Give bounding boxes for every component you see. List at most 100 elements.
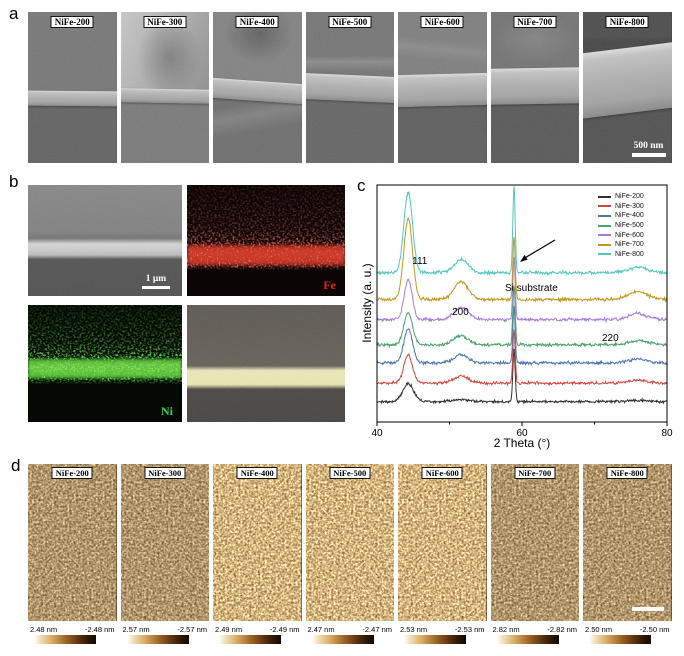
legend-item-nife-400: NiFe-400 (598, 211, 644, 221)
legend-label: NiFe-400 (615, 212, 644, 220)
afm-column-nife-200: NiFe-200 2.48 nm -2.48 nm (28, 464, 117, 644)
peak-label-220: 220 (602, 333, 619, 344)
xrd-curve-nife-200 (377, 348, 667, 405)
sample-label: NiFe-300 (144, 467, 186, 479)
height-scale-values: 2.57 nm -2.57 nm (121, 625, 210, 634)
height-scale-max: 2.48 nm (30, 625, 58, 634)
eds-overlay-image (187, 305, 345, 422)
height-scale-values: 2.47 nm -2.47 nm (306, 625, 395, 634)
sem-image-nife-700: NiFe-700 (490, 12, 579, 163)
legend-label: NiFe-700 (615, 241, 644, 249)
xrd-curve-nife-400 (377, 305, 667, 367)
si-substrate-arrowhead (520, 254, 528, 262)
scale-bar-1um: 1 μm (142, 274, 170, 289)
afm-column-nife-500: NiFe-500 2.47 nm -2.47 nm (305, 464, 395, 644)
legend-label: NiFe-500 (615, 222, 644, 230)
height-scale-min: -2.49 nm (269, 625, 300, 634)
film-cross-section (398, 72, 487, 107)
legend-item-nife-500: NiFe-500 (598, 221, 644, 231)
height-color-scale (34, 635, 96, 644)
afm-column-nife-300: NiFe-300 2.57 nm -2.57 nm (120, 464, 210, 644)
xrd-curve-nife-600 (377, 257, 667, 324)
height-scale-values: 2.53 nm -2.53 nm (398, 625, 487, 634)
xrd-curve-nife-700 (377, 217, 667, 304)
panel-c-label: c (357, 176, 366, 195)
afm-image-nife-500: NiFe-500 (305, 464, 394, 621)
legend-line (598, 205, 611, 208)
height-scale-min: -2.53 nm (454, 625, 485, 634)
legend-line (598, 224, 611, 227)
eds-fe-map: Fe (187, 185, 345, 296)
afm-image-nife-800: NiFe-800 (583, 464, 672, 621)
legend-item-nife-800: NiFe-800 (598, 250, 644, 260)
legend-line (598, 234, 611, 237)
sem-image-nife-200: NiFe-200 (28, 12, 117, 163)
xrd-curves (377, 186, 667, 405)
sample-label: NiFe-300 (143, 16, 187, 28)
height-scale-max: 2.49 nm (215, 625, 243, 634)
scale-bar-text: 500 nm (633, 141, 664, 151)
xrd-curve-nife-300 (377, 329, 667, 387)
y-axis-label: Intensity (a. u.) (360, 263, 374, 343)
legend-label: NiFe-800 (615, 250, 644, 258)
xrd-curve-nife-500 (377, 285, 667, 349)
sample-label: NiFe-600 (421, 467, 463, 479)
sample-label: NiFe-800 (606, 467, 648, 479)
afm-column-nife-600: NiFe-600 2.53 nm -2.53 nm (398, 464, 487, 644)
height-color-scale (126, 635, 189, 644)
xrd-chart: 40 60 80 111 200 Si substrate 220 Intensity (a… (355, 178, 684, 456)
x-tick-label: 80 (661, 428, 673, 439)
legend-line (598, 243, 611, 246)
scale-bar-line (142, 286, 170, 289)
ni-label: Ni (161, 404, 173, 418)
afm-image-nife-400: NiFe-400 (213, 464, 302, 621)
film-cross-section (583, 42, 672, 120)
peak-label-111: 111 (412, 256, 428, 267)
panel-a-label: a (9, 4, 19, 23)
height-scale-min: -2.50 nm (639, 625, 670, 634)
film-cross-section (213, 77, 302, 105)
afm-column-nife-400: NiFe-400 2.49 nm -2.49 nm (213, 464, 302, 644)
fe-label: Fe (323, 278, 336, 292)
fe-film-band (187, 244, 345, 265)
sem-image-nife-300: NiFe-300 (120, 12, 209, 163)
height-scale-min: -2.47 nm (362, 625, 392, 634)
height-scale-values: 2.50 nm -2.50 nm (583, 625, 672, 634)
legend-line (598, 253, 611, 256)
panel-b-label: b (9, 172, 19, 191)
sem-image-nife-600: NiFe-600 (398, 12, 487, 163)
afm-image-nife-600: NiFe-600 (398, 464, 487, 621)
film-cross-section (490, 66, 579, 105)
height-color-scale (219, 635, 281, 644)
legend-label: NiFe-300 (615, 202, 644, 210)
height-scale-min: -2.57 nm (177, 625, 207, 634)
height-color-scale (404, 635, 466, 644)
sample-label: NiFe-500 (329, 467, 371, 479)
height-color-scale (589, 635, 651, 644)
sample-label: NiFe-600 (420, 16, 464, 28)
sample-label: NiFe-400 (236, 467, 278, 479)
legend-label: NiFe-600 (615, 231, 644, 239)
sem-cross-section-row: NiFe-200 NiFe-300 NiFe-400 NiFe-500 NiFe-600… (28, 12, 672, 163)
height-scale-values: 2.82 nm -2.82 nm (491, 625, 580, 634)
x-tick-label: 40 (371, 428, 383, 439)
sem-image-nife-500: NiFe-500 (305, 12, 394, 163)
height-scale-min: -2.82 nm (547, 625, 577, 634)
film-cross-section (28, 90, 117, 107)
legend-item-nife-600: NiFe-600 (598, 230, 644, 240)
eds-ni-map: Ni (28, 305, 182, 422)
afm-image-row: NiFe-200 2.48 nm -2.48 nm NiFe-300 2.57 nm -2… (28, 464, 672, 644)
scale-bar-line (631, 153, 666, 157)
afm-image-nife-200: NiFe-200 (28, 464, 117, 621)
ni-film-band (28, 358, 182, 378)
sample-label: NiFe-400 (235, 16, 279, 28)
film-cross-section (120, 88, 209, 104)
sample-label: NiFe-700 (513, 16, 557, 28)
noise-texture (187, 305, 345, 422)
si-substrate-arrow (522, 239, 556, 260)
sem-image-nife-400: NiFe-400 (213, 12, 302, 163)
height-scale-max: 2.47 nm (307, 625, 335, 634)
scale-bar-500nm: 500 nm (631, 141, 666, 157)
sample-label: NiFe-800 (605, 16, 649, 28)
height-color-scale (311, 635, 374, 644)
